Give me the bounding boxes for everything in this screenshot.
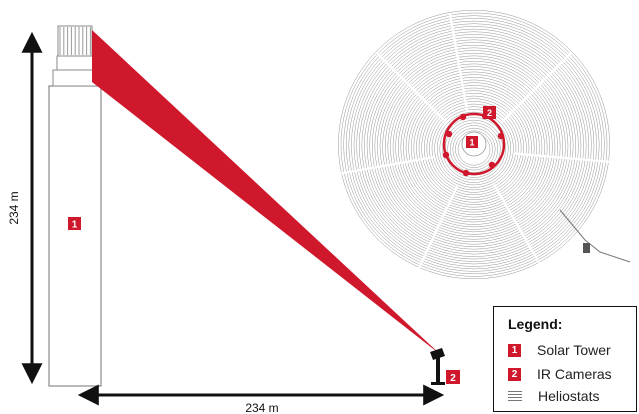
heliostat-row (395, 69, 553, 225)
heliostat-row (374, 47, 574, 245)
legend-label: Solar Tower (537, 342, 611, 358)
field-building (583, 243, 590, 253)
access-road (337, 155, 435, 176)
heliostat-row (452, 127, 496, 171)
heliostat-row (442, 117, 506, 181)
access-road (493, 184, 544, 271)
solar-tower: 1 (48, 25, 102, 387)
heliostat-row (358, 31, 590, 260)
heliostat-row (369, 42, 579, 250)
heliostat-row (356, 28, 592, 262)
heliostat-row (400, 74, 548, 220)
heliostat-field: 1 2 (337, 10, 631, 280)
heliostat-row (423, 98, 525, 198)
access-road (414, 185, 459, 276)
heliostat-row (426, 101, 522, 196)
legend-item-heliostats: Heliostats (508, 387, 599, 405)
access-road (513, 152, 612, 164)
heliostat-row (353, 26, 595, 265)
heliostat-row (338, 10, 610, 280)
heliostat-row (397, 71, 551, 223)
field-tower-marker-label: 1 (469, 138, 474, 148)
camera-marker-label: 2 (450, 373, 456, 384)
camera-position-dot (442, 151, 450, 159)
heliostat-row (364, 36, 584, 255)
heliostat-row (403, 77, 545, 218)
heliostat-row (410, 85, 538, 210)
heliostat-row (340, 12, 608, 277)
camera-position-dot (497, 132, 505, 140)
heliostat-row (429, 103, 519, 193)
heliostat-row (343, 15, 605, 275)
heliostat-row (418, 93, 530, 203)
field-road (559, 209, 631, 263)
camera-position-dot (445, 130, 453, 138)
heliostat-row (436, 111, 512, 186)
camera-ring (442, 112, 506, 176)
legend-badge: 1 (508, 343, 521, 357)
heliostat-row (455, 130, 493, 168)
heliostat-row (348, 20, 600, 270)
heliostat-row (361, 34, 587, 257)
camera-view-beam (92, 30, 441, 355)
heliostat-row (382, 55, 566, 238)
field-camera-marker (483, 106, 496, 119)
legend-item-ir-cameras: 2 IR Cameras (508, 365, 612, 383)
heliostat-row (345, 18, 603, 272)
ir-camera: 2 (430, 348, 460, 385)
heliostat-swatch-icon (508, 390, 522, 402)
legend-label: Heliostats (538, 388, 600, 404)
heliostat-row (366, 39, 582, 252)
heliostat-row (408, 82, 540, 213)
heliostat-row (390, 63, 558, 230)
legend-title: Legend: (508, 316, 563, 332)
distance-label: 234 m (245, 401, 278, 414)
legend-label: IR Cameras (537, 366, 612, 382)
tower-receiver (57, 25, 93, 57)
heliostat-row (449, 125, 499, 173)
field-access-roads (337, 13, 612, 276)
tower-marker (68, 217, 81, 230)
access-road (501, 51, 573, 123)
heliostat-row (416, 90, 532, 205)
camera-marker (446, 370, 460, 384)
field-camera-marker-label: 2 (487, 108, 492, 118)
heliostat-row (377, 50, 571, 242)
camera-position-dot (488, 161, 496, 169)
heliostat-row (392, 66, 556, 228)
heliostat-row (431, 106, 517, 191)
access-road (448, 13, 469, 111)
heliostat-row (384, 58, 564, 235)
heliostat-rows (338, 10, 610, 280)
legend: Legend: 1 Solar Tower 2 IR Cameras Helio… (493, 306, 637, 412)
field-tower-marker (466, 136, 478, 148)
heliostat-row (421, 95, 527, 201)
heliostat-row (371, 44, 577, 247)
height-label: 234 m (7, 191, 21, 224)
heliostat-row (379, 52, 569, 240)
access-road (375, 51, 447, 123)
heliostat-row (351, 23, 597, 267)
legend-item-solar-tower: 1 Solar Tower (508, 341, 611, 359)
heliostat-row (434, 109, 514, 188)
heliostat-row (387, 60, 561, 233)
camera-position-dot (462, 169, 470, 177)
camera-position-dot (459, 113, 467, 121)
heliostat-row (405, 79, 543, 215)
tower-marker-label: 1 (72, 220, 78, 231)
heliostat-row (413, 87, 535, 208)
legend-badge: 2 (508, 367, 521, 381)
